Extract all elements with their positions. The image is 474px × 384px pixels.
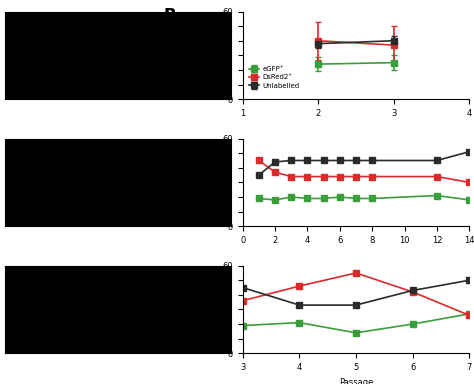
X-axis label: Passage: Passage [339, 377, 373, 384]
Y-axis label: % of total cells: % of total cells [184, 151, 193, 214]
Y-axis label: % of total cells: % of total cells [184, 24, 193, 86]
Legend: eGFP⁺, DsRed2⁺, Unlabelled: eGFP⁺, DsRed2⁺, Unlabelled [246, 64, 303, 91]
Text: B: B [164, 7, 176, 25]
Y-axis label: % of Ki67⁺ cells: % of Ki67⁺ cells [184, 276, 193, 343]
